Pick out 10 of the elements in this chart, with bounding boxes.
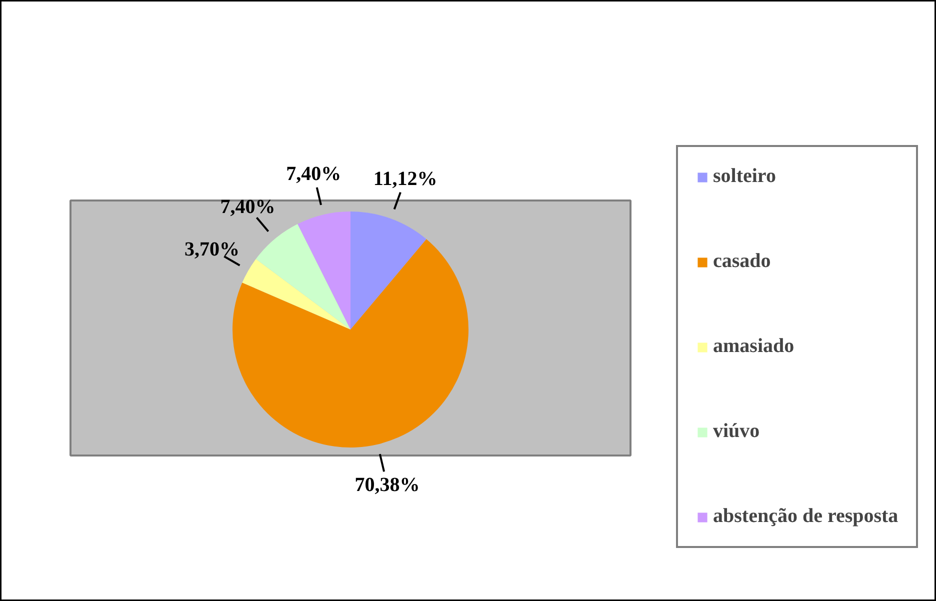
legend-label: viúvo [713, 420, 760, 443]
data-label: 11,12% [373, 168, 438, 190]
legend-label: amasiado [713, 335, 794, 358]
data-label: 7,40% [220, 196, 276, 218]
data-label: 70,38% [354, 474, 420, 496]
data-label: 7,40% [286, 162, 342, 185]
legend-label: abstenção de resposta [713, 505, 898, 528]
legend-label: casado [713, 250, 771, 273]
data-label: 3,70% [184, 238, 240, 260]
legend-label: solteiro [713, 165, 776, 188]
